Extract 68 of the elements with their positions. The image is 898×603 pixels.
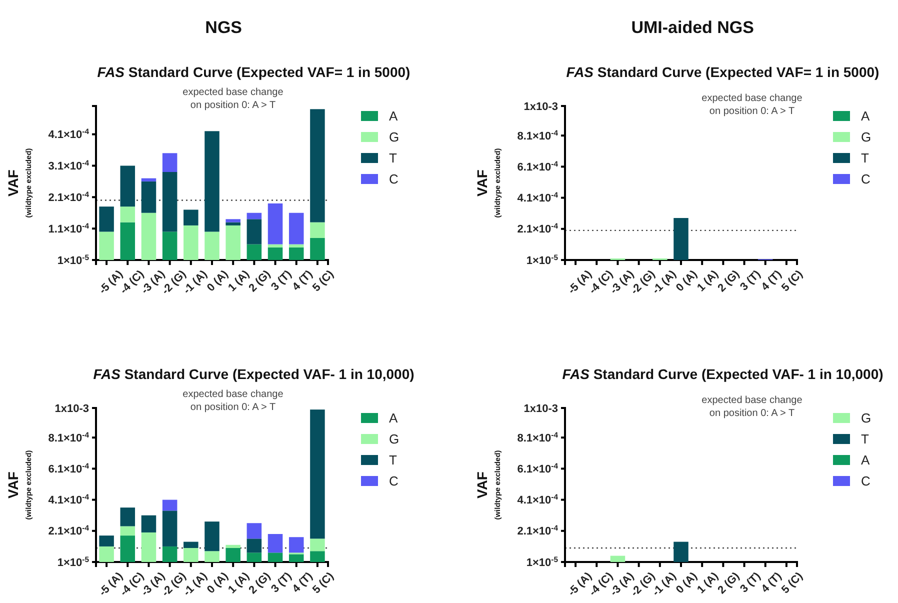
legend-label: G [861,410,872,426]
y-tick-label: 8.1×10$^{-4}$ [517,430,559,444]
y-tick-label: 3.1×10$^{-4}$ [48,158,90,173]
bar [120,166,136,207]
y-tick-label: 4.1×10$^{-4}$ [517,492,559,507]
legend-label: A [389,410,398,426]
legend-label: G [389,432,400,447]
bar [141,181,156,213]
legend-label: T [861,432,869,447]
legend-label: A [861,452,870,468]
bar [246,219,262,244]
legend-label: T [389,452,397,468]
y-tick-label: 6.1×10$^{-4}$ [517,461,559,476]
bar [162,172,178,232]
legend-label: A [389,108,398,124]
legend-label: T [389,150,397,166]
y-tick-label: 6.1×10$^{-4}$ [517,159,559,174]
annotation: expected base change on position 0: A > T [182,389,284,413]
bar [226,222,240,226]
y-tick-label: 1×10$^{-5}$ [57,554,90,569]
chart-title: FAS Standard Curve (Expected VAF- 1 in 10,000) [93,366,414,382]
bar [184,210,198,226]
legend-label: C [861,474,870,489]
bar [310,222,325,238]
bar [99,206,114,232]
annotation: expected base change on position 0: A > T [702,395,803,419]
bar [120,206,136,222]
legend-label: C [861,172,870,187]
bar [141,178,156,182]
annotation: expected base change on position 0: A > T [182,87,284,111]
bar [204,131,220,232]
bar [268,203,283,244]
y-tick-label: 1×10$^{-5}$ [526,554,559,569]
y-tick-label: 4.1×10$^{-4}$ [517,190,559,205]
bar [162,153,178,172]
chart-title: FAS Standard Curve (Expected VAF- 1 in 10,000) [562,366,884,382]
bar [288,212,304,244]
bar [226,219,240,222]
bar [246,212,262,220]
chart-title: FAS Standard Curve (Expected VAF= 1 in 5000) [566,64,880,80]
legend-label: C [389,172,398,187]
y-tick-label: 1x10-3 [54,402,89,415]
y-tick-label: 2.1×10$^{-4}$ [48,189,90,204]
text: NGS [205,18,242,37]
legend-label: T [861,150,869,166]
y-tick-label: 2.1×10$^{-4}$ [517,523,559,538]
y-tick-label: 1.1×10$^{-4}$ [48,220,90,236]
y-tick-label: 1×10$^{-5}$ [526,252,559,267]
legend-label: G [389,130,400,145]
bar [268,244,283,248]
annotation: expected base change on position 0: A > T [702,93,803,117]
legend-label: C [389,474,398,489]
chart-title: FAS Standard Curve (Expected VAF= 1 in 5000) [97,64,410,80]
y-tick-label: 2.1×10$^{-4}$ [517,221,559,236]
y-tick-label: 1x10-3 [524,402,558,415]
y-tick-label: 1x10-3 [524,100,558,113]
y-tick-label: 4.1×10$^{-4}$ [48,126,90,142]
y-tick-label: 8.1×10$^{-4}$ [517,128,559,142]
legend-label: G [861,130,872,145]
legend-label: A [861,108,870,124]
bar [310,109,325,222]
y-tick-label: 6.1×10$^{-4}$ [48,461,90,476]
text: UMI-aided NGS [631,18,754,37]
bar [288,244,304,248]
y-tick-label: 1×10$^{-5}$ [57,252,90,267]
y-tick-label: 4.1×10$^{-4}$ [48,492,90,507]
y-tick-label: 8.1×10$^{-4}$ [48,430,90,444]
y-tick-label: 2.1×10$^{-4}$ [48,523,90,538]
